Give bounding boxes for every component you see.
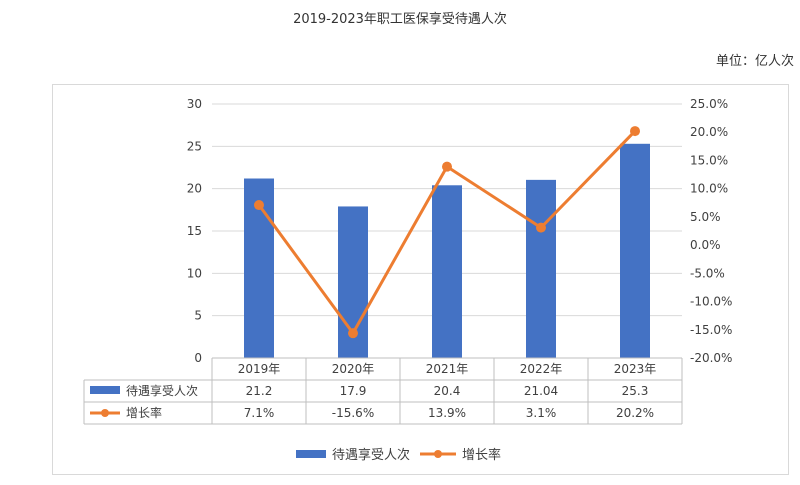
x-category-label: 2022年 [520,362,563,376]
legend-swatch-bars [296,450,326,458]
y-right-tick-label: -10.0% [690,295,732,309]
y-right-tick-label: 5.0% [690,210,721,224]
growth-rate-marker [348,328,358,339]
data-label-growth: 3.1% [526,406,557,420]
y-right-tick-label: -20.0% [690,351,732,365]
data-label-growth: 7.1% [244,406,275,420]
y-left-tick-label: 25 [187,139,202,153]
y-left-tick-label: 10 [187,266,202,280]
y-left-tick-label: 15 [187,224,202,238]
legend-swatch-line-marker [434,450,442,458]
x-category-label: 2021年 [426,362,469,376]
growth-rate-marker [442,161,452,172]
x-category-label: 2019年 [238,362,281,376]
y-right-tick-label: 15.0% [690,153,728,167]
y-right-tick-label: 20.0% [690,125,728,139]
unit-label: 单位：亿人次 [715,54,794,69]
y-right-tick-label: 0.0% [690,238,721,252]
table-row-label-bars: 待遇享受人次 [126,383,198,398]
bar [620,143,650,358]
table-row-label-line: 增长率 [126,405,162,420]
growth-rate-marker [254,200,264,211]
y-left-tick-label: 20 [187,182,202,196]
x-category-label: 2023年 [614,362,657,376]
bar [526,179,556,358]
chart-title: 2019-2023年职工医保享受待遇人次 [293,12,507,27]
table-key-bar-swatch [90,386,120,394]
y-right-tick-label: -15.0% [690,323,732,337]
data-label-bars: 17.9 [340,384,367,398]
x-category-label: 2020年 [332,362,375,376]
data-label-growth: 13.9% [428,406,466,420]
legend-label-bars: 待遇享受人次 [332,447,410,463]
data-label-bars: 20.4 [434,384,461,398]
y-right-tick-label: -5.0% [690,266,725,280]
growth-rate-marker [630,126,640,137]
data-label-bars: 21.04 [524,384,558,398]
table-key-line-marker [101,409,109,417]
y-left-tick-label: 0 [194,351,202,365]
y-right-tick-label: 10.0% [690,182,728,196]
legend-label-line: 增长率 [462,447,501,463]
y-right-tick-label: 25.0% [690,97,728,111]
data-label-growth: 20.2% [616,406,654,420]
data-label-bars: 25.3 [622,384,649,398]
growth-rate-marker [536,222,546,233]
y-left-tick-label: 30 [187,97,202,111]
y-left-tick-label: 5 [194,309,202,323]
chart-frame [52,84,789,475]
data-label-bars: 21.2 [246,384,273,398]
data-label-growth: -15.6% [332,406,374,420]
bar [432,185,462,358]
